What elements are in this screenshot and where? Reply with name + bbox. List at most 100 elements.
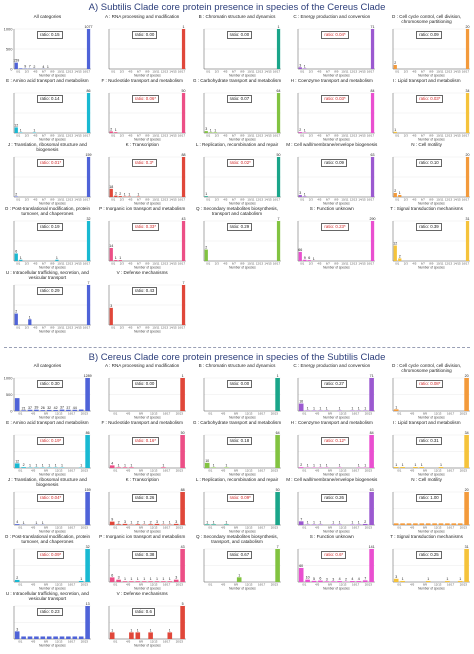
- bar-value-label: 20: [466, 153, 470, 157]
- bar-chart: 2 7 0/1 2/3 4/5 6/7 8/9 10/11 12/13 14/15 16/17 Num…: [203, 217, 281, 270]
- x-tick-label: 8/9: [335, 198, 339, 202]
- ratio-badge: ratio: 0.00: [131, 380, 158, 388]
- bar: [118, 196, 122, 197]
- bar-value-label: 7: [276, 545, 278, 549]
- bar: [72, 409, 78, 411]
- bar-value-label: 32: [86, 545, 90, 549]
- bar: [369, 492, 375, 525]
- bar-value-label: 71: [370, 374, 374, 378]
- x-tick-label: 8/9: [328, 469, 332, 473]
- x-tick-label: 16/17: [178, 326, 186, 330]
- ratio-badge: ratio: 0.06*: [131, 95, 160, 103]
- x-tick-label: 4/5: [33, 70, 37, 74]
- bar: [299, 195, 303, 197]
- bar-value-label: 1: [402, 577, 404, 581]
- bar-value-label: 1: [182, 25, 184, 29]
- ratio-badge: ratio: 0.6: [131, 608, 155, 616]
- bar: [78, 636, 84, 639]
- x-tick-label: 4/5: [223, 262, 227, 266]
- x-tick-label: 0/1: [208, 583, 212, 587]
- ratio-badge: ratio: 0.43: [131, 287, 158, 295]
- ratio-badge: ratio: 0.04*: [37, 494, 65, 502]
- bar: [274, 549, 280, 582]
- bar-value-label: 1: [304, 129, 306, 133]
- x-tick-label: 12/13: [66, 134, 74, 138]
- x-tick-label: 10/11: [247, 70, 254, 74]
- bar-value-label: 1: [459, 577, 461, 581]
- x-tick-label: 20/23: [176, 469, 184, 473]
- panel-title: D : Cell cycle control, cell division, c…: [391, 363, 462, 373]
- x-tick-label: 12/13: [150, 640, 158, 644]
- bar: [154, 523, 160, 525]
- x-tick-label: 6/7: [137, 262, 141, 266]
- x-tick-label: 8/9: [139, 526, 143, 530]
- bar-value-label: 86: [86, 431, 90, 435]
- chart-panel: J : Translation, ribosomal structure and…: [0, 142, 95, 206]
- bar: [14, 196, 18, 197]
- x-tick-label: 16/17: [68, 469, 76, 473]
- bar: [116, 467, 121, 468]
- bar-value-label: 1: [149, 628, 151, 632]
- x-tick-label: 10/11: [342, 198, 349, 202]
- x-tick-label: 16/17: [68, 526, 76, 530]
- bar-value-label: 42: [54, 406, 58, 410]
- chart-panel: J : Translation, ribosomal structure and…: [0, 477, 95, 534]
- y-tick-label: 1000: [4, 376, 14, 381]
- bar-value-label: 84: [370, 431, 374, 435]
- bar-value-label: 1: [212, 520, 214, 524]
- bar-value-label: 1: [307, 464, 309, 468]
- bar-value-label: 1: [156, 577, 158, 581]
- bar-value-label: 1: [320, 464, 322, 468]
- bar: [413, 467, 418, 468]
- bar: [350, 524, 356, 525]
- x-tick-label: 8/9: [145, 198, 149, 202]
- x-tick-label: 20/23: [460, 469, 468, 473]
- x-axis-label: Number of species: [229, 266, 256, 270]
- bar: [19, 68, 23, 69]
- bar-value-label: 1: [23, 521, 25, 525]
- bar-value-label: 4: [42, 65, 44, 69]
- x-tick-label: 4/5: [33, 262, 37, 266]
- bar: [181, 285, 185, 325]
- bar-value-label: 1: [427, 577, 429, 581]
- bar: [109, 307, 113, 325]
- bar-value-label: 1: [124, 463, 126, 467]
- bar: [128, 467, 134, 468]
- bar: [276, 29, 280, 69]
- bar: [299, 251, 303, 261]
- bar-value-label: 3: [326, 577, 328, 581]
- bar: [438, 467, 444, 468]
- x-axis-label: Number of species: [418, 473, 445, 477]
- x-tick-label: 16/17: [273, 70, 281, 74]
- x-tick-label: 6/7: [326, 70, 330, 74]
- bar-value-label: 1: [20, 256, 22, 260]
- bar: [181, 29, 185, 69]
- x-tick-label: 20/23: [270, 526, 278, 530]
- bar-value-label: 1: [33, 129, 35, 133]
- x-tick-label: 4/5: [223, 70, 227, 74]
- chart-panel: All categories 0 500 1000 21 37 39 26 32 42 37 37 44…: [0, 363, 95, 420]
- x-tick-label: 20/23: [460, 526, 468, 530]
- bar: [160, 581, 166, 582]
- x-tick-label: 12/13: [66, 198, 74, 202]
- bar: [85, 492, 90, 525]
- bar: [135, 524, 140, 525]
- bar-chart: 1 0/1 4/5 8/9 12/13 16/17 20/23 Number of speci…: [108, 374, 186, 420]
- x-tick-label: 4/5: [413, 70, 417, 74]
- bar-value-label: 1: [447, 577, 449, 581]
- x-tick-label: 4/5: [413, 198, 417, 202]
- bar-value-label: 1: [326, 407, 328, 411]
- bar-value-label: 64: [275, 431, 279, 435]
- bar: [78, 580, 84, 582]
- ratio-badge: ratio: 0.09*: [37, 551, 65, 559]
- bar-chart: 2 1 50 0/1 2/3 4/5 6/7 8/9 10/11 12/13 14/15 16/17 N…: [108, 89, 186, 142]
- x-axis-label: Number of species: [324, 416, 351, 420]
- bar: [398, 195, 402, 197]
- x-tick-label: 0/1: [16, 326, 20, 330]
- x-tick-label: 12/13: [340, 412, 348, 416]
- bar: [135, 632, 140, 639]
- x-tick-label: 12/13: [55, 583, 63, 587]
